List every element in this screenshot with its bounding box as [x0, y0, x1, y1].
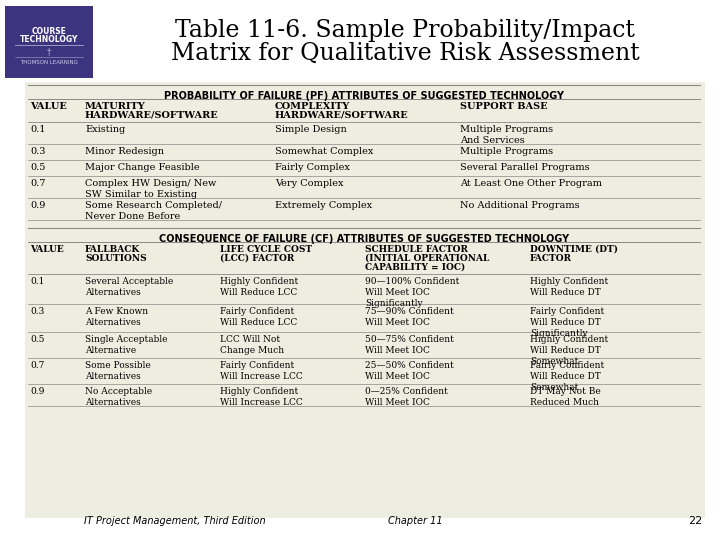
Text: Matrix for Qualitative Risk Assessment: Matrix for Qualitative Risk Assessment [171, 42, 639, 64]
Text: 50—75% Confident
Will Meet IOC: 50—75% Confident Will Meet IOC [365, 335, 454, 355]
Text: Multiple Programs: Multiple Programs [460, 147, 553, 156]
Text: Fairly Complex: Fairly Complex [275, 163, 350, 172]
Text: Somewhat Complex: Somewhat Complex [275, 147, 374, 156]
Text: THOMSON LEARNING: THOMSON LEARNING [20, 60, 78, 65]
Text: SOLUTIONS: SOLUTIONS [85, 254, 147, 263]
Text: Existing: Existing [85, 125, 125, 134]
Text: (LCC) FACTOR: (LCC) FACTOR [220, 254, 294, 263]
Text: Multiple Programs
And Services: Multiple Programs And Services [460, 125, 553, 145]
Text: VALUE: VALUE [30, 102, 67, 111]
Text: 0.5: 0.5 [30, 163, 45, 172]
Text: 0.1: 0.1 [30, 277, 45, 286]
Text: PROBABILITY OF FAILURE (PF) ATTRIBUTES OF SUGGESTED TECHNOLOGY: PROBABILITY OF FAILURE (PF) ATTRIBUTES O… [164, 91, 564, 101]
Text: DT May Not Be
Reduced Much: DT May Not Be Reduced Much [530, 387, 600, 407]
Text: FALLBACK: FALLBACK [85, 245, 140, 254]
Text: SUPPORT BASE: SUPPORT BASE [460, 102, 548, 111]
Text: IT Project Management, Third Edition: IT Project Management, Third Edition [84, 516, 266, 526]
Text: Minor Redesign: Minor Redesign [85, 147, 164, 156]
FancyBboxPatch shape [25, 82, 705, 518]
Text: HARDWARE/SOFTWARE: HARDWARE/SOFTWARE [85, 111, 219, 120]
Text: 90—100% Confident
Will Meet IOC
Significantly: 90—100% Confident Will Meet IOC Signific… [365, 277, 459, 307]
Text: (INITIAL OPERATIONAL: (INITIAL OPERATIONAL [365, 254, 490, 263]
Text: Simple Design: Simple Design [275, 125, 347, 134]
Text: CAPABILITY = IOC): CAPABILITY = IOC) [365, 263, 465, 272]
Text: 25—50% Confident
Will Meet IOC: 25—50% Confident Will Meet IOC [365, 361, 454, 381]
Text: COMPLEXITY: COMPLEXITY [275, 102, 350, 111]
Text: Single Acceptable
Alternative: Single Acceptable Alternative [85, 335, 168, 355]
Text: Extremely Complex: Extremely Complex [275, 201, 372, 210]
Text: Major Change Feasible: Major Change Feasible [85, 163, 199, 172]
Text: Fairly Confident
Will Reduce DT
Somewhat: Fairly Confident Will Reduce DT Somewhat [530, 361, 604, 392]
Text: Table 11-6. Sample Probability/Impact: Table 11-6. Sample Probability/Impact [175, 18, 635, 42]
Text: Fairly Confident
Will Increase LCC: Fairly Confident Will Increase LCC [220, 361, 302, 381]
Text: Fairly Confident
Will Reduce LCC: Fairly Confident Will Reduce LCC [220, 307, 297, 327]
Text: TECHNOLOGY: TECHNOLOGY [20, 36, 78, 44]
Text: Very Complex: Very Complex [275, 179, 343, 188]
Text: FACTOR: FACTOR [530, 254, 572, 263]
Text: DOWNTIME (DT): DOWNTIME (DT) [530, 245, 618, 254]
Text: Several Parallel Programs: Several Parallel Programs [460, 163, 590, 172]
Text: Fairly Confident
Will Reduce DT
Significantly: Fairly Confident Will Reduce DT Signific… [530, 307, 604, 338]
Text: Some Research Completed/
Never Done Before: Some Research Completed/ Never Done Befo… [85, 201, 222, 221]
Text: Highly Confident
Will Reduce DT
Somewhat: Highly Confident Will Reduce DT Somewhat [530, 335, 608, 366]
Text: LIFE CYCLE COST: LIFE CYCLE COST [220, 245, 312, 254]
Text: 75—90% Confident
Will Meet IOC: 75—90% Confident Will Meet IOC [365, 307, 454, 327]
Text: 0.9: 0.9 [30, 387, 45, 396]
Text: 0.3: 0.3 [30, 307, 44, 316]
Text: COURSE: COURSE [32, 28, 66, 37]
Text: No Additional Programs: No Additional Programs [460, 201, 580, 210]
Text: A Few Known
Alternatives: A Few Known Alternatives [85, 307, 148, 327]
Text: 0.3: 0.3 [30, 147, 45, 156]
FancyBboxPatch shape [5, 6, 93, 78]
Text: MATURITY: MATURITY [85, 102, 145, 111]
Text: SCHEDULE FACTOR: SCHEDULE FACTOR [365, 245, 468, 254]
Text: 22: 22 [688, 516, 702, 526]
Text: CONSEQUENCE OF FAILURE (CF) ATTRIBUTES OF SUGGESTED TECHNOLOGY: CONSEQUENCE OF FAILURE (CF) ATTRIBUTES O… [159, 234, 569, 244]
Text: Highly Confident
Will Reduce LCC: Highly Confident Will Reduce LCC [220, 277, 298, 297]
Text: 0.7: 0.7 [30, 179, 45, 188]
Text: Highly Confident
Will Reduce DT: Highly Confident Will Reduce DT [530, 277, 608, 297]
Text: †: † [47, 48, 51, 57]
Text: VALUE: VALUE [30, 245, 64, 254]
Text: Chapter 11: Chapter 11 [387, 516, 442, 526]
Text: At Least One Other Program: At Least One Other Program [460, 179, 602, 188]
Text: Several Acceptable
Alternatives: Several Acceptable Alternatives [85, 277, 174, 297]
Text: 0.9: 0.9 [30, 201, 45, 210]
Text: Complex HW Design/ New
SW Similar to Existing: Complex HW Design/ New SW Similar to Exi… [85, 179, 217, 199]
Text: No Acceptable
Alternatives: No Acceptable Alternatives [85, 387, 152, 407]
Text: HARDWARE/SOFTWARE: HARDWARE/SOFTWARE [275, 111, 409, 120]
Text: 0.1: 0.1 [30, 125, 45, 134]
Text: Some Possible
Alternatives: Some Possible Alternatives [85, 361, 150, 381]
Text: 0—25% Confident
Will Meet IOC: 0—25% Confident Will Meet IOC [365, 387, 448, 407]
Text: Highly Confident
Will Increase LCC: Highly Confident Will Increase LCC [220, 387, 302, 407]
Text: 0.5: 0.5 [30, 335, 45, 344]
Text: 0.7: 0.7 [30, 361, 45, 370]
Text: LCC Will Not
Change Much: LCC Will Not Change Much [220, 335, 284, 355]
